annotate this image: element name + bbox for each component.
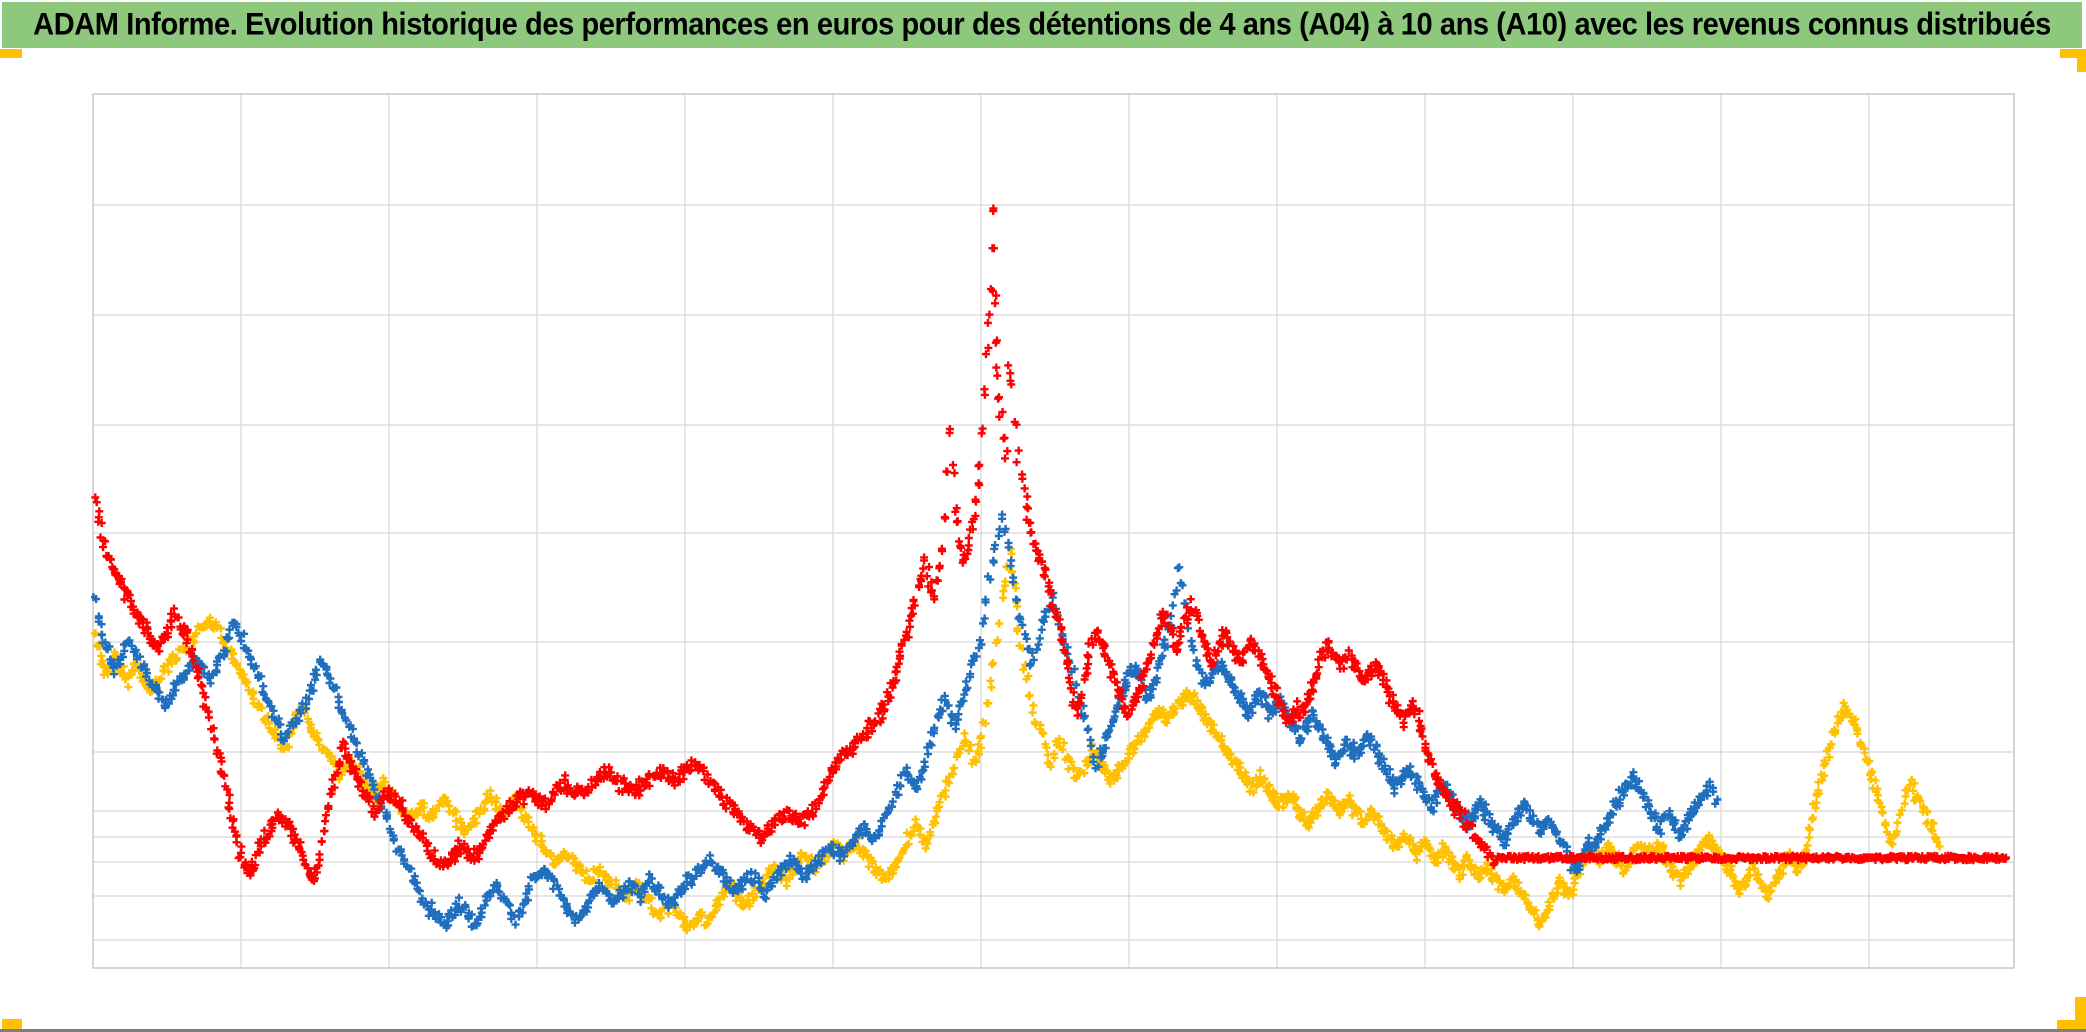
series-serie-rouge: [91, 204, 2010, 885]
plot-border: [92, 93, 2015, 969]
title-bar: ADAM Informe. Evolution historique des p…: [2, 2, 2082, 48]
series-serie-bleue: [91, 510, 1722, 932]
gridlines: [92, 93, 2015, 969]
page-title: ADAM Informe. Evolution historique des p…: [33, 7, 2051, 42]
scatter-series-group: [91, 204, 2010, 935]
bottom-rule: [0, 1029, 2086, 1032]
series-serie-jaune: [91, 545, 1944, 935]
